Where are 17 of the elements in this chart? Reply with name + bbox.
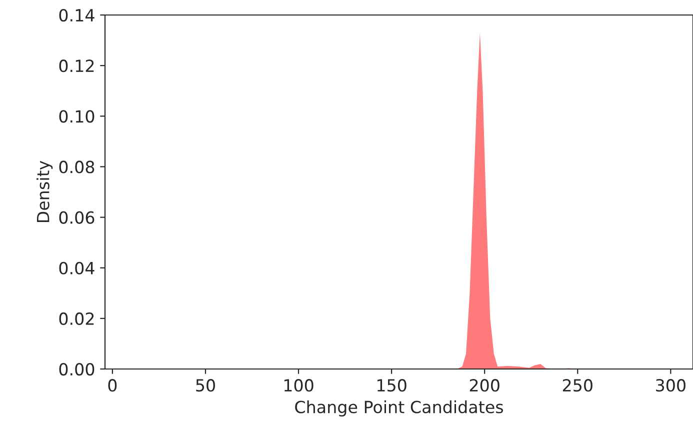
y-tick-label: 0.06 bbox=[59, 211, 94, 224]
x-tick-label: 0 bbox=[108, 379, 117, 392]
y-tick-label: 0.10 bbox=[59, 110, 94, 123]
y-tick-label: 0.00 bbox=[59, 362, 94, 376]
y-axis-title: Density bbox=[36, 160, 53, 222]
x-tick-label: 150 bbox=[377, 379, 406, 392]
x-tick-label: 50 bbox=[196, 379, 215, 392]
x-axis-title: Change Point Candidates bbox=[295, 400, 504, 417]
x-tick-label: 100 bbox=[284, 379, 314, 392]
y-tick-label: 0.12 bbox=[59, 60, 94, 72]
x-tick-label: 300 bbox=[656, 379, 686, 392]
y-tick-label: 0.02 bbox=[59, 312, 94, 325]
x-tick-label: 250 bbox=[562, 379, 592, 392]
x-tick-label: 200 bbox=[470, 379, 500, 392]
y-tick-label: 0.14 bbox=[59, 8, 94, 22]
y-tick-label: 0.04 bbox=[59, 262, 94, 274]
y-tick-label: 0.08 bbox=[59, 160, 94, 174]
